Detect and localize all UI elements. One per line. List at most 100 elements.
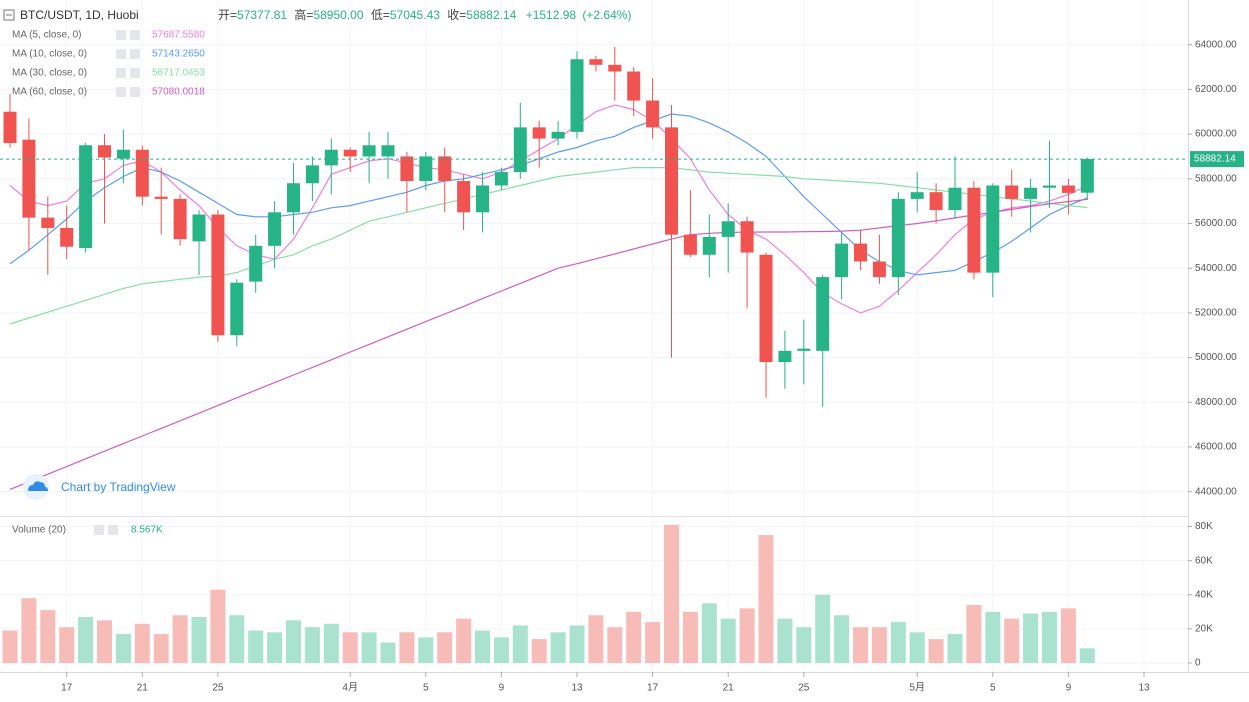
ma-legend-value: 56717.0453 <box>152 68 205 79</box>
x-tick-label: 5 <box>990 683 996 694</box>
volume-bar <box>758 535 774 663</box>
volume-bar <box>456 618 472 663</box>
watermark-text: Chart by TradingView <box>61 480 176 494</box>
volume-bar <box>59 627 75 663</box>
legend-button[interactable] <box>116 68 126 78</box>
ma-legend-value: 57080.0018 <box>152 87 205 98</box>
volume-bar <box>342 632 358 663</box>
volume-bar <box>191 616 207 663</box>
candle-body <box>589 59 603 65</box>
volume-bar <box>172 615 188 663</box>
volume-bar <box>248 630 264 663</box>
y-tick-label: 50000.00 <box>1195 352 1237 363</box>
candle-body <box>287 183 300 213</box>
y-tick-label: 48000.00 <box>1195 397 1237 408</box>
candle-body <box>249 245 263 282</box>
volume-bar <box>134 623 150 663</box>
volume-bar <box>418 637 434 663</box>
legend-button[interactable] <box>116 87 126 97</box>
volume-bar <box>153 634 169 663</box>
legend-button[interactable] <box>94 525 104 535</box>
volume-bar <box>626 611 642 663</box>
candle-body <box>22 139 36 218</box>
candle-body <box>1024 187 1038 199</box>
volume-bar <box>834 615 850 663</box>
volume-tick-label: 60K <box>1195 555 1213 566</box>
x-tick-label: 4月 <box>342 682 358 694</box>
volume-bar <box>323 623 339 663</box>
y-tick-label: 60000.00 <box>1195 129 1237 140</box>
volume-tick-label: 20K <box>1195 624 1213 635</box>
candle-body <box>721 221 735 237</box>
volume-bar <box>796 627 812 663</box>
candle-body <box>910 192 924 199</box>
y-tick-label: 56000.00 <box>1195 218 1237 229</box>
candle-body <box>740 221 754 253</box>
x-tick-label: 21 <box>723 683 735 694</box>
legend-button[interactable] <box>130 68 140 78</box>
candle-body <box>154 196 168 199</box>
ma-legend-name: MA (5, close, 0) <box>12 30 81 41</box>
volume-bar <box>569 625 585 663</box>
legend-button[interactable] <box>130 49 140 59</box>
candle-body <box>438 156 452 182</box>
volume-bar <box>588 615 604 663</box>
candle-body <box>211 214 225 336</box>
legend-button[interactable] <box>130 30 140 40</box>
x-tick-label: 5月 <box>909 682 925 694</box>
volume-tick-label: 40K <box>1195 589 1213 600</box>
legend-button[interactable] <box>116 49 126 59</box>
volume-legend-name: Volume (20) <box>12 525 66 536</box>
volume-bar <box>399 632 415 663</box>
legend-button[interactable] <box>130 87 140 97</box>
ma-legend: MA (5, close, 0) 57687.5580 MA (10, close,… <box>12 30 205 536</box>
candle-body <box>854 243 867 262</box>
volume-bar <box>815 594 831 663</box>
volume-bar <box>286 620 301 663</box>
volume-bar <box>739 608 755 663</box>
legend-button[interactable] <box>116 30 126 40</box>
volume-bar <box>1023 613 1039 663</box>
ma-line <box>9 113 1088 276</box>
candle-body <box>570 59 584 132</box>
candle-body <box>948 187 962 211</box>
candle-body <box>60 227 74 247</box>
volume-bar <box>267 632 283 663</box>
candle-body <box>967 187 981 273</box>
ma-legend-name: MA (30, close, 0) <box>12 68 87 79</box>
x-tick-label: 13 <box>1138 683 1150 694</box>
x-tick-label: 25 <box>212 683 224 694</box>
volume-bar <box>985 611 1001 663</box>
ma-line <box>9 198 1088 490</box>
volume-bar <box>512 625 528 663</box>
x-tick-label: 25 <box>798 683 810 694</box>
volume-bar <box>645 622 661 663</box>
candle-body <box>381 145 395 157</box>
candle-body <box>759 254 773 363</box>
y-tick-label: 44000.00 <box>1195 486 1237 497</box>
volume-bar <box>1042 611 1057 663</box>
candle-body <box>627 71 641 101</box>
candle-body <box>362 145 376 157</box>
volume-bar <box>361 632 377 663</box>
ma-legend-name: MA (60, close, 0) <box>12 87 87 98</box>
volume-bar <box>853 627 868 663</box>
collapse-icon[interactable] <box>3 9 15 21</box>
candle-body <box>41 217 55 228</box>
volume-bar <box>437 632 453 663</box>
legend-button[interactable] <box>108 525 118 535</box>
candle-body <box>665 127 678 235</box>
candle-body <box>324 149 338 166</box>
candle-body <box>683 234 697 255</box>
volume-bar <box>40 610 56 663</box>
volume-bar <box>304 627 320 663</box>
candle-body <box>891 198 905 278</box>
x-tick-label: 17 <box>61 683 73 694</box>
candle-body <box>816 277 830 351</box>
high-value: 58950.00 <box>313 8 363 22</box>
change-value: +1512.98 <box>526 8 577 22</box>
volume-bar <box>2 630 18 663</box>
candle-body <box>230 282 244 336</box>
candle-body <box>835 243 849 278</box>
